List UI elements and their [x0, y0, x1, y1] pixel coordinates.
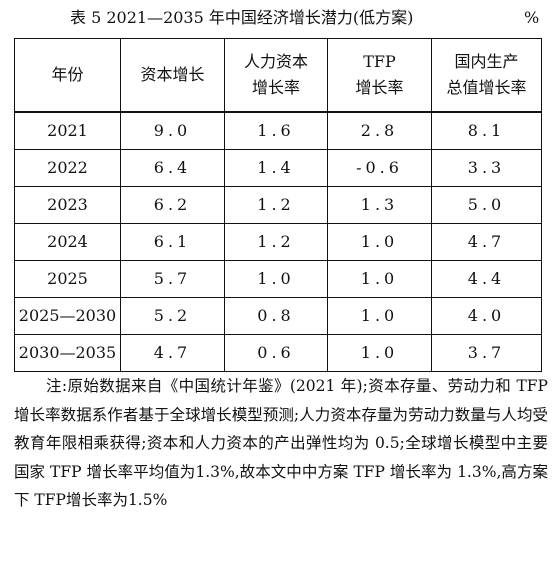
table-note: 注:原始数据来自《中国统计年鉴》(2021 年);资本存量、劳动力和 TFP 增…: [14, 372, 548, 515]
header-tfp-growth: TFP 增长率: [327, 38, 432, 113]
cell-year: 2022: [14, 149, 121, 187]
cell-capital-growth: 5.2: [120, 297, 225, 335]
header-year: 年份: [14, 38, 121, 113]
header-year-line-1: 年份: [51, 65, 84, 84]
cell-human-capital-growth: 1.4: [224, 149, 328, 187]
cell-year: 2021: [14, 111, 121, 150]
cell-year: 2025: [14, 260, 121, 298]
cell-capital-growth: 6.1: [120, 223, 225, 261]
header-capital-growth-line-1: 资本增长: [140, 65, 205, 84]
cell-gdp-growth: 4.7: [431, 223, 542, 261]
table-unit: %: [524, 8, 540, 27]
table-row: 2030—2035 4.7 0.6 1.0 3.7: [14, 334, 542, 372]
cell-human-capital-growth: 0.6: [224, 334, 328, 372]
header-capital-growth: 资本增长: [120, 38, 225, 113]
cell-gdp-growth: 3.7: [431, 334, 542, 372]
cell-human-capital-growth: 1.0: [224, 260, 328, 298]
cell-gdp-growth: 5.0: [431, 186, 542, 224]
header-gdp-line-1: 国内生产: [454, 52, 519, 71]
cell-tfp-growth: -0.6: [327, 149, 432, 187]
header-gdp-line-2: 总值增长率: [446, 78, 527, 97]
table-row: 2025 5.7 1.0 1.0 4.4: [14, 260, 542, 298]
table-caption: 表 5 2021—2035 年中国经济增长潜力(低方案) %: [0, 6, 558, 30]
cell-capital-growth: 6.2: [120, 186, 225, 224]
cell-tfp-growth: 1.3: [327, 186, 432, 224]
cell-capital-growth: 6.4: [120, 149, 225, 187]
cell-tfp-growth: 1.0: [327, 297, 432, 335]
cell-human-capital-growth: 0.8: [224, 297, 328, 335]
table-header-row: 年份 资本增长 人力资本 增长率 TFP 增长率 国内生产 总值增长率: [14, 38, 542, 113]
table-row: 2023 6.2 1.2 1.3 5.0: [14, 186, 542, 224]
header-human-capital-growth: 人力资本 增长率: [224, 38, 328, 113]
cell-human-capital-growth: 1.2: [224, 186, 328, 224]
cell-human-capital-growth: 1.6: [224, 111, 328, 150]
header-human-capital-line-2: 增长率: [251, 78, 300, 97]
table-row: 2024 6.1 1.2 1.0 4.7: [14, 223, 542, 261]
header-human-capital-line-1: 人力资本: [243, 52, 308, 71]
table-row: 2022 6.4 1.4 -0.6 3.3: [14, 149, 542, 187]
cell-year: 2025—2030: [14, 297, 121, 335]
header-tfp-line-1: TFP: [363, 52, 396, 71]
cell-tfp-growth: 1.0: [327, 334, 432, 372]
cell-gdp-growth: 8.1: [431, 111, 542, 150]
cell-capital-growth: 4.7: [120, 334, 225, 372]
table-row: 2021 9.0 1.6 2.8 8.1: [14, 111, 542, 150]
cell-tfp-growth: 1.0: [327, 223, 432, 261]
cell-year: 2023: [14, 186, 121, 224]
table-note-text: 注:原始数据来自《中国统计年鉴》(2021 年);资本存量、劳动力和 TFP 增…: [14, 377, 548, 509]
cell-capital-growth: 5.7: [120, 260, 225, 298]
cell-capital-growth: 9.0: [120, 111, 225, 150]
header-tfp-line-2: 增长率: [355, 78, 404, 97]
cell-gdp-growth: 4.0: [431, 297, 542, 335]
growth-potential-table: 年份 资本增长 人力资本 增长率 TFP 增长率 国内生产 总值增长率: [14, 38, 542, 372]
table-row: 2025—2030 5.2 0.8 1.0 4.0: [14, 297, 542, 335]
table-title: 表 5 2021—2035 年中国经济增长潜力(低方案): [70, 8, 414, 27]
cell-human-capital-growth: 1.2: [224, 223, 328, 261]
header-gdp-growth: 国内生产 总值增长率: [431, 38, 542, 113]
cell-year: 2024: [14, 223, 121, 261]
cell-tfp-growth: 1.0: [327, 260, 432, 298]
cell-year: 2030—2035: [14, 334, 121, 372]
cell-gdp-growth: 3.3: [431, 149, 542, 187]
cell-gdp-growth: 4.4: [431, 260, 542, 298]
cell-tfp-growth: 2.8: [327, 111, 432, 150]
